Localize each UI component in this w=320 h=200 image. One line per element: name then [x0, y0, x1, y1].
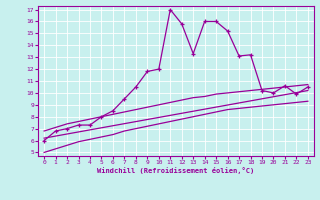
X-axis label: Windchill (Refroidissement éolien,°C): Windchill (Refroidissement éolien,°C)	[97, 167, 255, 174]
